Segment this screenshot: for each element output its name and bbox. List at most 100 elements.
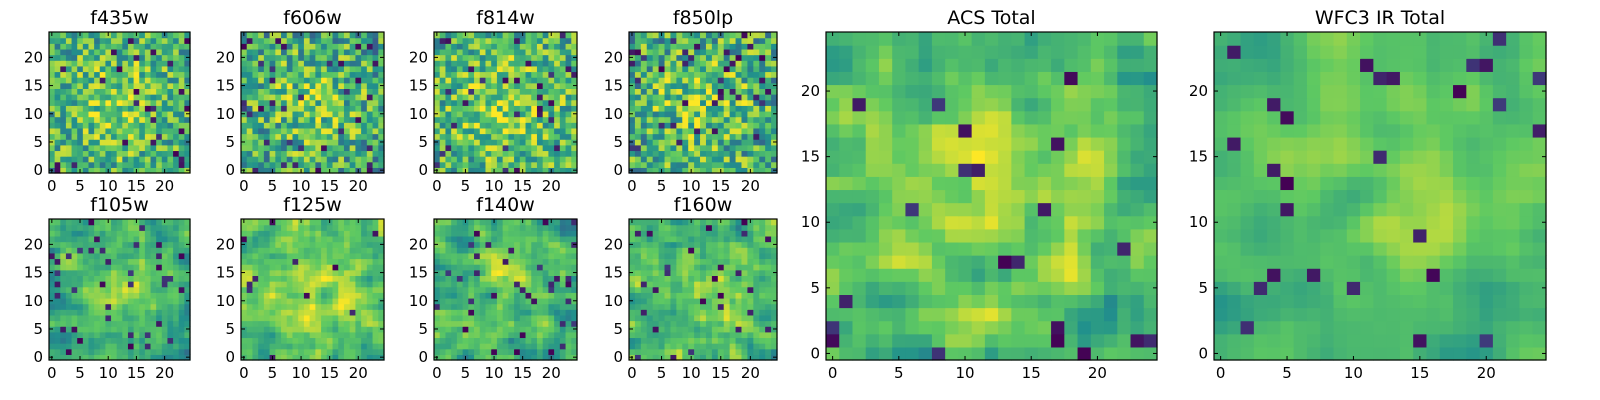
heatmap-cell <box>263 71 271 78</box>
heatmap-cell <box>658 161 666 168</box>
heatmap-cell <box>753 337 760 344</box>
heatmap-cell <box>676 37 683 44</box>
heatmap-cell <box>127 127 135 135</box>
heatmap-cell <box>309 286 316 293</box>
heatmap-cell <box>747 343 754 350</box>
heatmap-cell <box>559 303 567 310</box>
heatmap-cell <box>82 264 90 271</box>
heatmap-cell <box>49 348 56 355</box>
heatmap-cell <box>343 309 351 316</box>
heatmap-cell <box>485 258 492 265</box>
heatmap-cell <box>65 94 73 101</box>
heatmap-cell <box>99 314 106 322</box>
heatmap-cell <box>332 258 339 265</box>
heatmap-cell <box>759 337 766 344</box>
heatmap-cell <box>700 110 707 118</box>
heatmap-cell <box>747 286 754 293</box>
heatmap-cell <box>474 32 481 39</box>
heatmap-cell <box>315 110 322 118</box>
heatmap-cell <box>144 247 152 254</box>
heatmap-cell <box>753 32 760 39</box>
heatmap-cell <box>496 230 504 237</box>
heatmap-cell <box>60 320 67 327</box>
heatmap-cell <box>496 235 504 243</box>
heatmap-cell <box>139 269 146 276</box>
heatmap-cell <box>349 281 356 288</box>
heatmap-cell <box>326 116 334 123</box>
heatmap-cell <box>479 54 487 61</box>
heatmap-cell <box>252 71 259 78</box>
heatmap-cell <box>548 224 555 231</box>
heatmap-cell <box>445 77 452 84</box>
heatmap-cell <box>771 127 778 135</box>
heatmap-cell <box>571 32 578 39</box>
heatmap-cell <box>462 264 469 271</box>
heatmap-cell <box>565 241 572 248</box>
heatmap-cell <box>184 303 191 310</box>
heatmap-cell <box>99 77 106 84</box>
heatmap-cell <box>451 32 458 39</box>
heatmap-cell <box>711 32 719 39</box>
heatmap-cell <box>479 43 487 50</box>
heatmap-cell <box>571 127 578 135</box>
heatmap-cell <box>542 32 549 39</box>
heatmap-cell <box>705 150 713 157</box>
heatmap-cell <box>700 54 707 61</box>
heatmap-cell <box>71 320 78 327</box>
heatmap-cell <box>88 252 95 260</box>
heatmap-cell <box>771 156 778 163</box>
heatmap-cell <box>156 60 163 67</box>
heatmap-cell <box>133 65 140 73</box>
heatmap-cell <box>105 309 112 316</box>
x-tick-label: 15 <box>513 364 532 382</box>
heatmap-cell <box>269 337 276 344</box>
heatmap-cell <box>309 275 316 282</box>
heatmap-cell <box>565 286 572 293</box>
heatmap-cell <box>338 269 345 276</box>
heatmap-cell <box>456 247 464 254</box>
heatmap-cell <box>88 32 95 39</box>
heatmap-cell <box>54 297 61 305</box>
heatmap-cell <box>246 354 254 361</box>
heatmap-cell <box>105 252 112 260</box>
heatmap-cell <box>514 122 521 129</box>
heatmap-cell <box>451 94 458 101</box>
heatmap-cell <box>309 292 316 299</box>
heatmap-cell <box>711 337 719 344</box>
heatmap-cell <box>321 105 328 112</box>
heatmap-cell <box>309 122 316 129</box>
heatmap-cell <box>559 286 567 293</box>
heatmap-cell <box>246 235 254 243</box>
heatmap-cell <box>723 286 731 293</box>
heatmap-cell <box>161 43 169 50</box>
heatmap-cell <box>133 252 140 260</box>
heatmap-cell <box>519 247 527 254</box>
heatmap-cell <box>161 252 169 260</box>
heatmap-cell <box>321 309 328 316</box>
heatmap-cell <box>60 60 67 67</box>
heatmap-cell <box>729 48 737 56</box>
heatmap-cell <box>246 99 254 106</box>
heatmap-cell <box>519 258 527 265</box>
heatmap-cell <box>514 241 521 248</box>
heatmap-cell <box>60 48 67 56</box>
heatmap-cell <box>705 116 713 123</box>
heatmap-cell <box>525 77 532 84</box>
heatmap-cell <box>111 354 118 361</box>
heatmap-cell <box>292 326 299 333</box>
heatmap-cell <box>99 348 106 355</box>
heatmap-cell <box>514 48 521 56</box>
heatmap-cell <box>525 343 532 350</box>
heatmap-cell <box>60 156 67 163</box>
heatmap-cell <box>60 133 67 140</box>
heatmap-cell <box>705 82 713 89</box>
heatmap-cell <box>178 269 185 276</box>
heatmap-cell <box>82 224 90 231</box>
heatmap-cell <box>479 48 487 56</box>
heatmap-cell <box>122 286 129 293</box>
heatmap-cell <box>753 320 760 327</box>
heatmap-cell <box>634 48 642 56</box>
heatmap-cell <box>525 224 532 231</box>
heatmap-cell <box>508 354 515 361</box>
heatmap-cell <box>178 133 185 140</box>
